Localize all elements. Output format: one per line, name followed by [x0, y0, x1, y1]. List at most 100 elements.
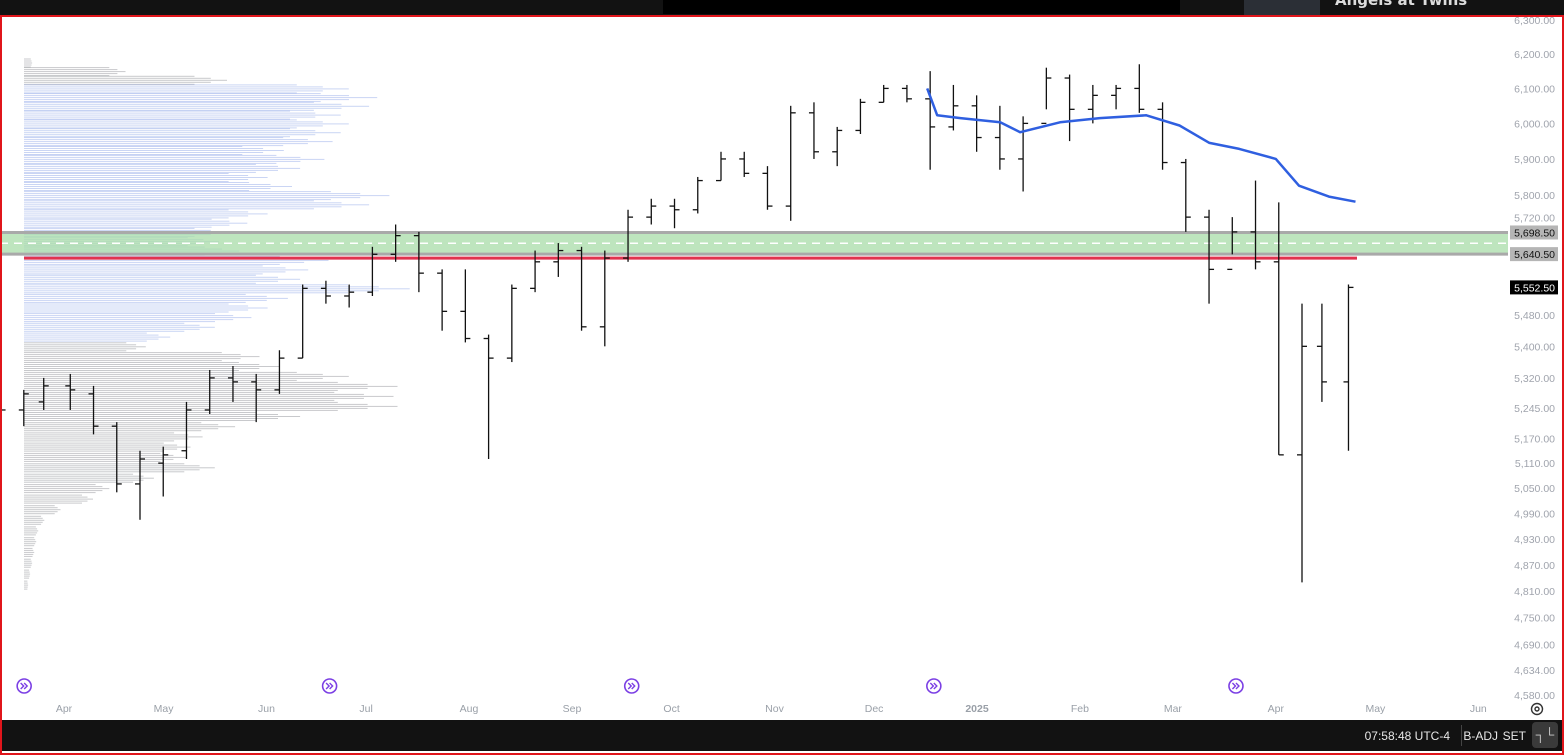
price-tag: 5,552.50	[1514, 282, 1555, 294]
time-tick-label: Mar	[1164, 703, 1183, 715]
time-tick-label: 2025	[965, 703, 989, 715]
moving-average	[926, 87, 1356, 203]
profile-row	[24, 569, 30, 571]
event-markers[interactable]	[16, 678, 1244, 694]
profile-row	[24, 150, 284, 151]
price-axis[interactable]: 6,300.00 6,200.00 6,100.00 6,000.00 5,900.00…	[1510, 15, 1558, 702]
profile-row	[24, 534, 36, 536]
profile-row	[24, 496, 88, 498]
profile-row	[24, 467, 215, 469]
profile-row	[24, 326, 215, 328]
profile-row	[24, 209, 229, 211]
time-axis[interactable]: Apr May Jun Jul Aug Sep Oct Nov Dec 2025 Feb Mar Apr…	[56, 703, 1487, 715]
ohlc-bars	[0, 64, 1354, 583]
profile-row	[24, 276, 278, 278]
profile-row	[24, 582, 28, 584]
profile-row	[24, 184, 271, 185]
profile-row	[24, 436, 203, 438]
price-tick-label: 6,200.00	[1514, 49, 1555, 61]
price-tag: 5,640.50	[1514, 249, 1555, 261]
profile-row	[24, 130, 316, 132]
profile-row	[24, 311, 229, 313]
profile-row	[24, 110, 290, 112]
profile-row	[24, 295, 267, 297]
moving-average-line	[926, 87, 1356, 203]
profile-row	[24, 71, 126, 73]
profile-row	[24, 397, 364, 399]
collapse-icon[interactable]: ┐└	[1532, 722, 1558, 748]
profile-row	[24, 521, 43, 523]
profile-row	[24, 517, 43, 519]
profile-row	[24, 373, 323, 375]
profile-row	[24, 551, 35, 553]
profile-row	[24, 319, 234, 321]
profile-row	[24, 505, 55, 507]
profile-row	[24, 424, 219, 426]
profile-row	[24, 188, 271, 189]
profile-row	[24, 206, 342, 208]
profile-row	[24, 471, 185, 473]
profile-row	[24, 454, 174, 456]
profile-row	[24, 317, 252, 319]
profile-row	[24, 119, 297, 121]
profile-row	[24, 136, 290, 138]
profile-row	[24, 428, 219, 430]
profile-row	[24, 530, 39, 532]
video-thumbnail[interactable]	[1244, 0, 1320, 15]
profile-row	[24, 375, 349, 377]
session-toggle[interactable]: SET	[1502, 729, 1526, 743]
profile-row	[24, 338, 159, 340]
time-tick-label: Nov	[765, 703, 784, 715]
video-title[interactable]: Angels at Twins	[1335, 0, 1468, 9]
profile-row	[24, 263, 280, 265]
profile-row	[24, 336, 171, 338]
profile-row	[24, 371, 297, 373]
profile-row	[24, 128, 290, 130]
profile-row	[24, 73, 118, 75]
profile-row	[24, 405, 398, 407]
profile-row	[24, 182, 250, 183]
profile-row	[24, 92, 297, 94]
profile-row	[24, 165, 278, 167]
top-strip: Angels at Twins	[0, 0, 1564, 15]
profile-row	[24, 450, 164, 452]
profile-row	[24, 541, 37, 543]
profile-row	[24, 88, 349, 90]
profile-row	[24, 354, 241, 356]
price-tick-label: 5,245.00	[1514, 403, 1555, 415]
support-zone[interactable]	[0, 230, 1508, 260]
profile-row	[24, 114, 341, 116]
volume-profile	[24, 58, 410, 590]
profile-row	[24, 77, 211, 79]
profile-row	[24, 200, 314, 202]
profile-row	[24, 204, 370, 206]
fast-forward-glyph	[20, 682, 29, 690]
profile-row	[24, 179, 249, 180]
price-tag-bg	[1510, 247, 1558, 262]
settings-gear-icon[interactable]	[1530, 702, 1544, 716]
adjustment-toggle[interactable]: B-ADJ	[1463, 729, 1498, 743]
profile-row	[24, 426, 236, 428]
profile-row	[24, 422, 202, 424]
profile-row	[24, 90, 323, 92]
profile-row	[24, 299, 267, 301]
profile-row	[24, 342, 127, 344]
profile-row	[24, 181, 229, 182]
profile-row	[24, 328, 200, 330]
profile-row	[24, 322, 185, 324]
profile-row	[24, 64, 32, 66]
price-tick-label: 4,810.00	[1514, 586, 1555, 598]
price-tick-label: 6,000.00	[1514, 118, 1555, 130]
profile-row	[24, 366, 280, 367]
profile-row	[24, 379, 297, 381]
profile-row	[24, 125, 323, 127]
profile-row	[24, 526, 36, 528]
profile-row	[24, 385, 398, 387]
profile-row	[24, 154, 277, 156]
clock[interactable]: 07:58:48 UTC-4	[1364, 729, 1450, 743]
profile-row	[24, 148, 264, 149]
top-black-panel	[663, 0, 1180, 14]
profile-row	[24, 368, 260, 369]
price-tick-label: 5,320.00	[1514, 373, 1555, 385]
